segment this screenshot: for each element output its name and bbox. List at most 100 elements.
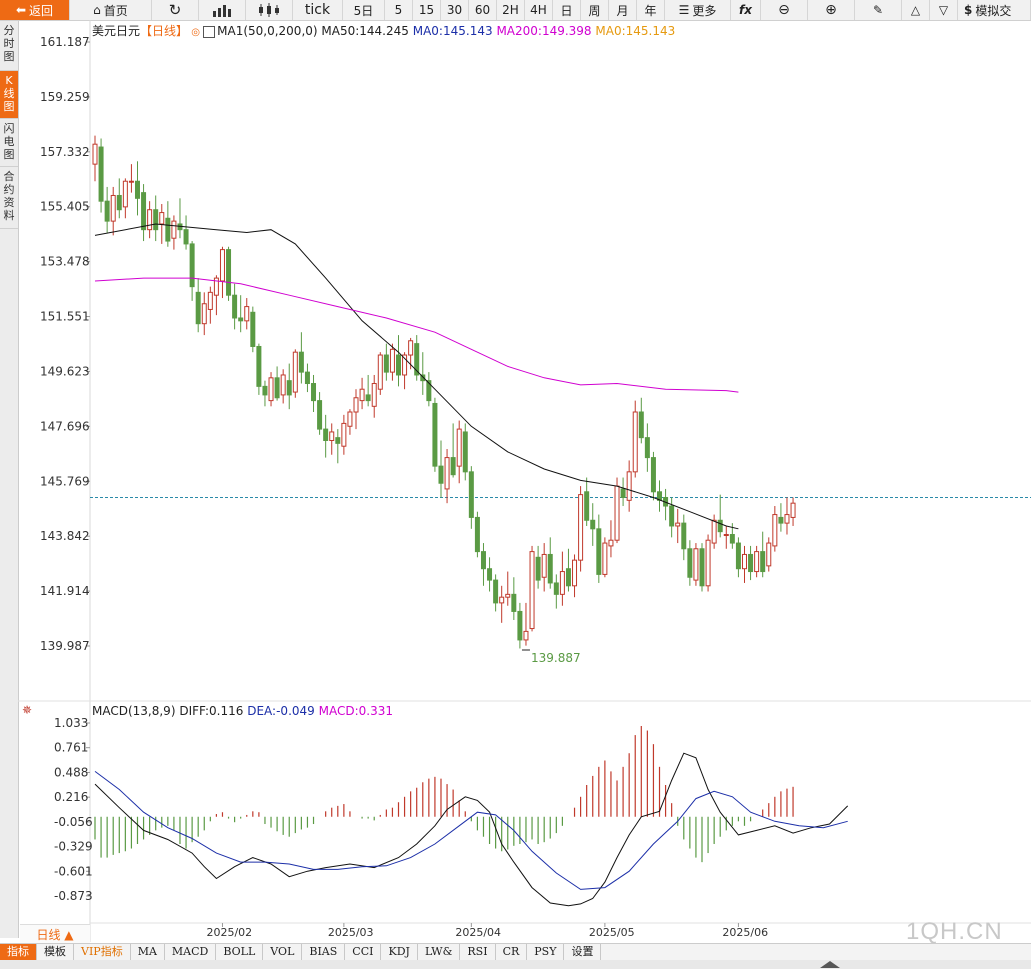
formula-button[interactable]: fx	[731, 0, 761, 20]
candle-body	[153, 209, 159, 231]
candle-body	[128, 180, 134, 183]
candle-body	[699, 548, 705, 587]
macd-tick-label: -0.056	[54, 815, 93, 829]
candle-body	[523, 630, 529, 641]
period-2h-button[interactable]: 2H	[497, 0, 525, 20]
zoom-in-button[interactable]: ⊕	[808, 0, 855, 20]
candle-body	[778, 516, 784, 524]
tab-11[interactable]: RSI	[460, 944, 496, 960]
candle-body	[669, 505, 675, 527]
tab-0[interactable]: 指标	[0, 944, 37, 960]
price-legend: 美元日元【日线】 ◎ MA1(50,0,200,0) MA50:144.245 …	[92, 22, 675, 39]
candle-chart-type-button[interactable]	[246, 0, 293, 20]
period-5d-button[interactable]: 5日	[343, 0, 385, 20]
tab-8[interactable]: CCI	[345, 944, 382, 960]
collapse-icon[interactable]	[815, 960, 845, 969]
candle-body	[323, 428, 329, 441]
candle-body	[159, 212, 165, 225]
macd-tick-label: -0.873	[54, 889, 93, 903]
date-tick-label: 2025/05	[589, 926, 635, 939]
more-button[interactable]: ☰ 更多	[665, 0, 731, 20]
scroll-strip[interactable]	[0, 960, 1031, 969]
candle-body	[638, 411, 644, 439]
candle-body	[329, 431, 335, 441]
candlestick-icon	[259, 3, 279, 17]
tab-1[interactable]: 模板	[37, 944, 74, 960]
refresh-button[interactable]: ↻	[152, 0, 199, 20]
candle-body	[517, 610, 523, 641]
tab-12[interactable]: CR	[496, 944, 528, 960]
candle-body	[735, 542, 741, 570]
period-5m-button[interactable]: 5	[385, 0, 413, 20]
period-selector[interactable]: 日线 ▲	[20, 924, 90, 943]
candle-body	[480, 551, 486, 570]
bar-chart-type-button[interactable]	[199, 0, 246, 20]
date-tick-label: 2025/03	[328, 926, 374, 939]
candle-body	[632, 411, 638, 473]
period-day-button[interactable]: 日	[553, 0, 581, 20]
chevron-up-icon: △	[910, 3, 921, 17]
tab-6[interactable]: VOL	[263, 944, 303, 960]
candle-body	[559, 571, 565, 595]
zoom-in-icon: ⊕	[825, 2, 837, 18]
price-tick-label: 149.623	[40, 364, 90, 378]
macd-settings-icon[interactable]: ✵	[22, 703, 33, 717]
tab-4[interactable]: MACD	[165, 944, 217, 960]
macd-tick-label: 0.216	[54, 790, 88, 804]
candle-body	[772, 514, 778, 547]
period-week-button[interactable]: 周	[581, 0, 609, 20]
home-button[interactable]: ⌂ 首页	[70, 0, 152, 20]
candle-body	[396, 354, 401, 376]
candle-body	[365, 394, 371, 402]
simulate-label: 模拟交	[975, 3, 1012, 18]
candle-body	[705, 539, 711, 587]
tick-button[interactable]: tick	[293, 0, 343, 20]
sidebar-item-kline[interactable]: K线图	[0, 71, 18, 119]
candle-body	[341, 422, 347, 447]
ma50-value: MA50:144.245	[321, 24, 409, 38]
tab-7[interactable]: BIAS	[302, 944, 346, 960]
back-label: 返回	[29, 3, 54, 18]
candle-body	[280, 374, 286, 396]
candle-body	[717, 519, 723, 533]
candle-body	[741, 553, 747, 570]
zoom-out-button[interactable]: ⊖	[761, 0, 808, 20]
candle-body	[487, 568, 493, 581]
sidebar-item-flash[interactable]: 闪电图	[0, 119, 18, 167]
draw-button[interactable]: ✎	[855, 0, 902, 20]
candle-body	[408, 340, 414, 356]
candle-body	[748, 553, 754, 573]
tab-2[interactable]: VIP指标	[74, 944, 131, 960]
macd-tick-label: -0.329	[54, 840, 93, 854]
ma-group-icon[interactable]	[203, 25, 216, 38]
tab-14[interactable]: 设置	[564, 944, 602, 960]
candle-body	[359, 388, 365, 402]
back-button[interactable]: ⬅ 返回	[0, 0, 70, 20]
period-15m-button[interactable]: 15	[413, 0, 441, 20]
candle-body	[262, 385, 268, 396]
period-60m-button[interactable]: 60	[469, 0, 497, 20]
tab-13[interactable]: PSY	[527, 944, 565, 960]
macd-title: MACD(13,8,9)	[92, 704, 176, 718]
tab-10[interactable]: LW&	[418, 944, 461, 960]
macd-tick-label: -0.601	[54, 864, 93, 878]
tab-5[interactable]: BOLL	[216, 944, 264, 960]
scroll-down-button[interactable]: ▽	[930, 0, 958, 20]
period-4h-button[interactable]: 4H	[525, 0, 553, 20]
period-month-button[interactable]: 月	[609, 0, 637, 20]
scroll-up-button[interactable]: △	[902, 0, 930, 20]
settings-dot-icon[interactable]: ◎	[188, 27, 204, 38]
sidebar-item-timeshare[interactable]: 分时图	[0, 21, 18, 71]
candle-body	[201, 303, 207, 325]
period-year-button[interactable]: 年	[637, 0, 665, 20]
date-tick-label: 2025/04	[455, 926, 501, 939]
tab-9[interactable]: KDJ	[381, 944, 418, 960]
tab-3[interactable]: MA	[131, 944, 165, 960]
candle-body	[687, 548, 693, 578]
period-tag: 【日线】	[140, 24, 189, 38]
period-30m-button[interactable]: 30	[441, 0, 469, 20]
candle-body	[474, 516, 480, 553]
candle-body	[402, 354, 408, 376]
sidebar-item-contract[interactable]: 合约资料	[0, 167, 18, 229]
